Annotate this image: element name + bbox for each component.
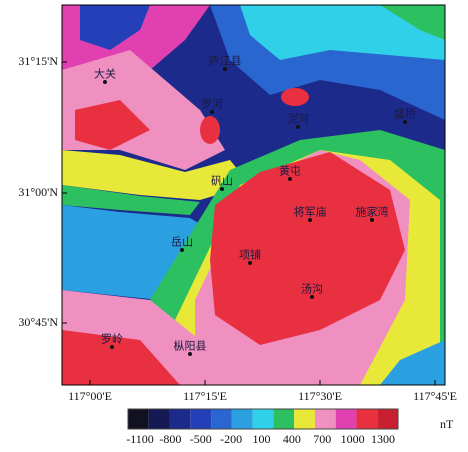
- color-swatch: [211, 409, 232, 429]
- place-label: 项铺: [239, 249, 261, 262]
- place-dot: [180, 248, 184, 252]
- place-label: 罗河: [201, 98, 223, 111]
- place-label: 盛桥: [394, 107, 416, 121]
- colorbar-tick-label: -200: [220, 432, 242, 446]
- place-dot: [370, 218, 374, 222]
- color-swatch: [314, 409, 336, 429]
- y-tick-label: 30°45'N: [18, 315, 58, 329]
- place-label: 汤沟: [301, 282, 323, 296]
- y-tick-label: 31°15'N: [18, 54, 58, 68]
- y-tick-label: 31°00'N: [18, 185, 58, 199]
- place-dot: [210, 110, 214, 114]
- color-swatch: [231, 409, 253, 429]
- place-dot: [223, 67, 227, 71]
- color-swatch: [252, 409, 274, 429]
- color-swatch: [169, 409, 191, 429]
- place-label: 庐江县: [209, 54, 242, 68]
- color-swatch: [128, 409, 149, 429]
- place-dot: [296, 125, 300, 129]
- colorbar-tick-label: -500: [190, 432, 212, 446]
- colorbar-tick-label: 700: [313, 432, 331, 446]
- color-swatch: [377, 409, 398, 429]
- place-dot: [288, 177, 292, 181]
- colorbar-tick-label: -800: [159, 432, 181, 446]
- colorbar-tick-label: 1300: [371, 432, 395, 446]
- place-label: 枞阳县: [174, 340, 207, 353]
- colorbar-frame: [127, 408, 399, 430]
- place-dot: [220, 187, 224, 191]
- place-dot: [110, 345, 114, 349]
- color-swatch: [190, 409, 212, 429]
- place-dot: [310, 295, 314, 299]
- color-swatch: [273, 409, 295, 429]
- place-label: 罗岭: [101, 332, 123, 346]
- place-label: 矾山: [211, 175, 233, 188]
- colorbar-tick-label: -1100: [126, 432, 154, 446]
- color-swatch: [356, 409, 378, 429]
- color-swatch: [335, 409, 357, 429]
- place-label: 泥河: [287, 113, 309, 126]
- place-label: 大关: [94, 67, 116, 81]
- colorbar-unit: nT: [440, 417, 454, 431]
- place-label: 岳山: [171, 236, 193, 249]
- x-tick-label: 117°30'E: [298, 389, 342, 403]
- place-label: 施家湾: [356, 205, 389, 219]
- place-dot: [248, 261, 252, 265]
- place-dot: [103, 80, 107, 84]
- color-swatch: [148, 409, 170, 429]
- place-dot: [308, 218, 312, 222]
- colorbar-tick-label: 400: [283, 432, 301, 446]
- colorbar-tick-label: 100: [253, 432, 271, 446]
- map-frame: [61, 4, 446, 386]
- place-dot: [188, 352, 192, 356]
- x-tick-label: 117°15'E: [183, 389, 227, 403]
- colorbar-tick-label: 1000: [341, 432, 365, 446]
- place-label: 黄屯: [279, 164, 301, 178]
- color-swatch: [294, 409, 315, 429]
- place-dot: [403, 120, 407, 124]
- anomaly-map: [62, 5, 445, 385]
- x-tick-label: 117°45'E: [413, 389, 457, 403]
- x-tick-label: 117°00'E: [68, 389, 112, 403]
- place-label: 将军庙: [294, 205, 327, 219]
